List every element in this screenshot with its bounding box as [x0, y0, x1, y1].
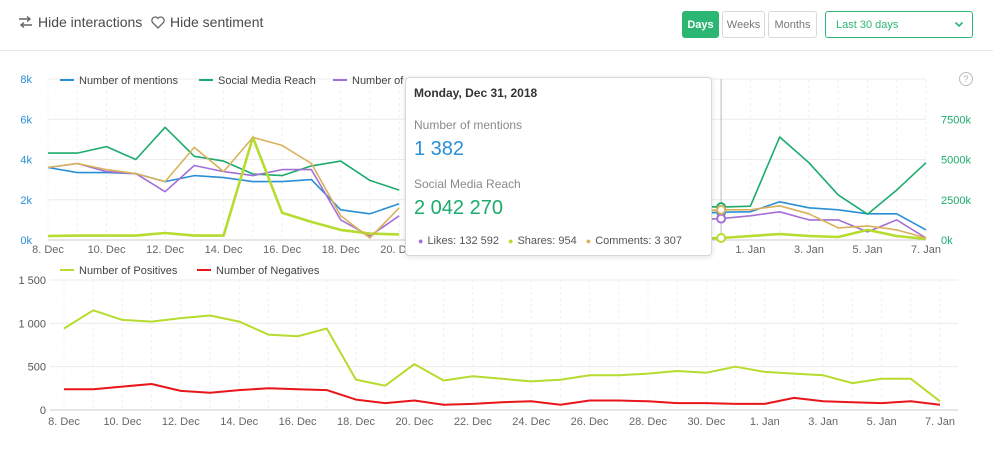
x-tick-label: 20. Dec [395, 416, 433, 428]
x-tick-label: 18. Dec [337, 416, 375, 428]
series-line-shares [47, 136, 927, 241]
y-tick-label: 500 [28, 362, 46, 374]
shares-dot-icon: ● [508, 236, 514, 246]
legend-label: Number of mentions [79, 75, 179, 87]
date-range-value: Last 30 days [836, 18, 899, 31]
x-tick-label: 10. Dec [103, 416, 141, 428]
chevron-down-icon [954, 21, 964, 28]
months-button[interactable]: Months [768, 11, 817, 38]
hover-point-shares [716, 232, 727, 243]
y-left-tick-label: 8k [20, 74, 32, 86]
tooltip-likes-text: Likes: 132 592 [427, 235, 499, 247]
y-left-tick-label: 0k [20, 235, 32, 247]
likes-dot-icon: ● [418, 236, 424, 246]
x-tick-label: 16. Dec [279, 416, 317, 428]
y-right-tick-label: 0k [941, 235, 953, 247]
legend-label: Number of Negatives [216, 265, 320, 277]
sentiment-chart: 0 500 1 000 1 500 8. Dec 10. Dec 12. Dec 14. De… [18, 265, 958, 428]
y-tick-label: 1 500 [18, 275, 46, 287]
y-right-tick-label: 7500k [941, 114, 971, 126]
y-tick-label: 0 [40, 405, 46, 417]
x-tick-label: 30. Dec [687, 416, 725, 428]
hide-sentiment-label: Hide sentiment [170, 14, 264, 30]
x-tick-label: 1. Jan [750, 416, 780, 428]
hide-interactions-toggle[interactable]: Hide interactions [18, 14, 142, 30]
x-tick-label: 16. Dec [263, 244, 301, 256]
series-line-number-of-mentions [47, 166, 927, 231]
y-left-tick-label: 4k [20, 155, 32, 167]
hide-sentiment-toggle[interactable]: Hide sentiment [151, 14, 263, 30]
tooltip-mentions-value: 1 382 [414, 138, 465, 160]
x-tick-label: 5. Jan [852, 244, 882, 256]
heart-icon [151, 15, 165, 29]
x-tick-label: 18. Dec [322, 244, 360, 256]
tooltip-shares: ● Shares: 954 [508, 235, 577, 247]
x-tick-label: 24. Dec [512, 416, 550, 428]
x-tick-label: 8. Dec [32, 244, 64, 256]
x-tick-label: 12. Dec [146, 244, 184, 256]
tooltip-reach-label: Social Media Reach [414, 177, 521, 191]
tooltip-comments-text: Comments: 3 307 [595, 235, 683, 247]
help-icon[interactable]: ? [959, 72, 973, 86]
x-tick-label: 28. Dec [629, 416, 667, 428]
chart-tooltip: Monday, Dec 31, 2018 Number of mentions … [405, 77, 712, 256]
tooltip-comments: ● Comments: 3 307 [586, 235, 682, 247]
series-line-number-of-positives [63, 309, 941, 403]
series-line-social-media-reach [48, 126, 927, 215]
x-tick-label: 7. Jan [911, 244, 941, 256]
x-tick-label: 26. Dec [571, 416, 609, 428]
legend-label: Number of [352, 75, 404, 87]
tooltip-shares-text: Shares: 954 [517, 235, 577, 247]
series-line-comments [47, 136, 927, 239]
days-button[interactable]: Days [682, 11, 719, 38]
y-tick-label: 1 000 [18, 318, 46, 330]
hover-point-likes [716, 213, 727, 224]
hover-point-comments [716, 204, 727, 215]
x-tick-label: 10. Dec [88, 244, 126, 256]
series-line-number-of-negatives [64, 383, 941, 406]
legend-label: Social Media Reach [218, 75, 316, 87]
tooltip-interactions: ● Likes: 132 592 ● Shares: 954 ● Comments: … [418, 235, 682, 247]
x-tick-label: 3. Jan [794, 244, 824, 256]
x-tick-label: 3. Jan [808, 416, 838, 428]
x-tick-label: 14. Dec [205, 244, 243, 256]
legend-label: Number of Positives [79, 265, 178, 277]
tooltip-likes: ● Likes: 132 592 [418, 235, 499, 247]
tooltip-mentions-label: Number of mentions [414, 118, 523, 132]
y-left-tick-label: 2k [20, 195, 32, 207]
comments-dot-icon: ● [585, 236, 592, 246]
y-right-tick-label: 5000k [941, 155, 971, 167]
y-left-tick-label: 6k [20, 114, 32, 126]
x-tick-label: 8. Dec [48, 416, 80, 428]
x-tick-label: 1. Jan [735, 244, 765, 256]
x-tick-label: 22. Dec [454, 416, 492, 428]
x-tick-label: 14. Dec [220, 416, 258, 428]
swap-arrows-icon [19, 16, 32, 28]
y-right-tick-label: 2500k [941, 195, 971, 207]
date-range-select[interactable]: Last 30 days [825, 11, 973, 38]
hide-interactions-label: Hide interactions [38, 14, 143, 30]
weeks-button[interactable]: Weeks [722, 11, 765, 38]
x-tick-label: 7. Jan [925, 416, 955, 428]
toolbar: Hide interactions Hide sentiment Days We… [0, 0, 993, 51]
tooltip-date: Monday, Dec 31, 2018 [414, 86, 538, 100]
x-tick-label: 12. Dec [162, 416, 200, 428]
x-tick-label: 5. Jan [867, 416, 897, 428]
tooltip-reach-value: 2 042 270 [414, 197, 503, 219]
